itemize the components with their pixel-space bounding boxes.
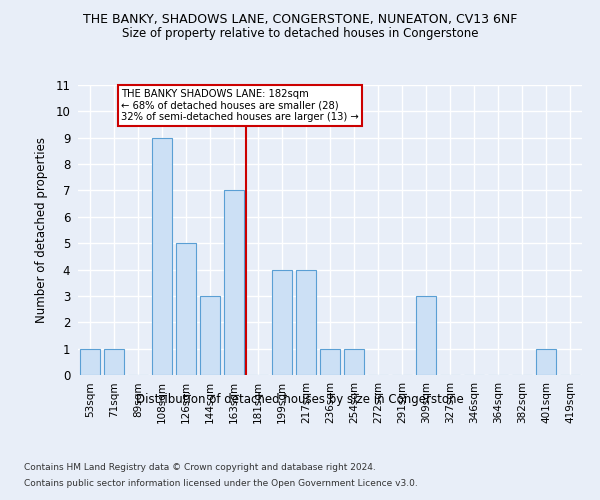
Text: THE BANKY, SHADOWS LANE, CONGERSTONE, NUNEATON, CV13 6NF: THE BANKY, SHADOWS LANE, CONGERSTONE, NU… (83, 12, 517, 26)
Bar (296, 270, 316, 375)
Bar (416, 296, 436, 375)
Y-axis label: Number of detached properties: Number of detached properties (35, 137, 49, 323)
Text: THE BANKY SHADOWS LANE: 182sqm
← 68% of detached houses are smaller (28)
32% of : THE BANKY SHADOWS LANE: 182sqm ← 68% of … (121, 89, 359, 122)
Text: Contains HM Land Registry data © Crown copyright and database right 2024.: Contains HM Land Registry data © Crown c… (24, 462, 376, 471)
Bar (272, 270, 292, 375)
Bar (536, 348, 556, 375)
Bar (224, 190, 244, 375)
Bar (152, 138, 172, 375)
Text: Distribution of detached houses by size in Congerstone: Distribution of detached houses by size … (136, 392, 464, 406)
Bar (176, 243, 196, 375)
Bar (200, 296, 220, 375)
Bar (80, 348, 100, 375)
Bar (104, 348, 124, 375)
Text: Contains public sector information licensed under the Open Government Licence v3: Contains public sector information licen… (24, 479, 418, 488)
Text: Size of property relative to detached houses in Congerstone: Size of property relative to detached ho… (122, 28, 478, 40)
Bar (320, 348, 340, 375)
Bar (344, 348, 364, 375)
